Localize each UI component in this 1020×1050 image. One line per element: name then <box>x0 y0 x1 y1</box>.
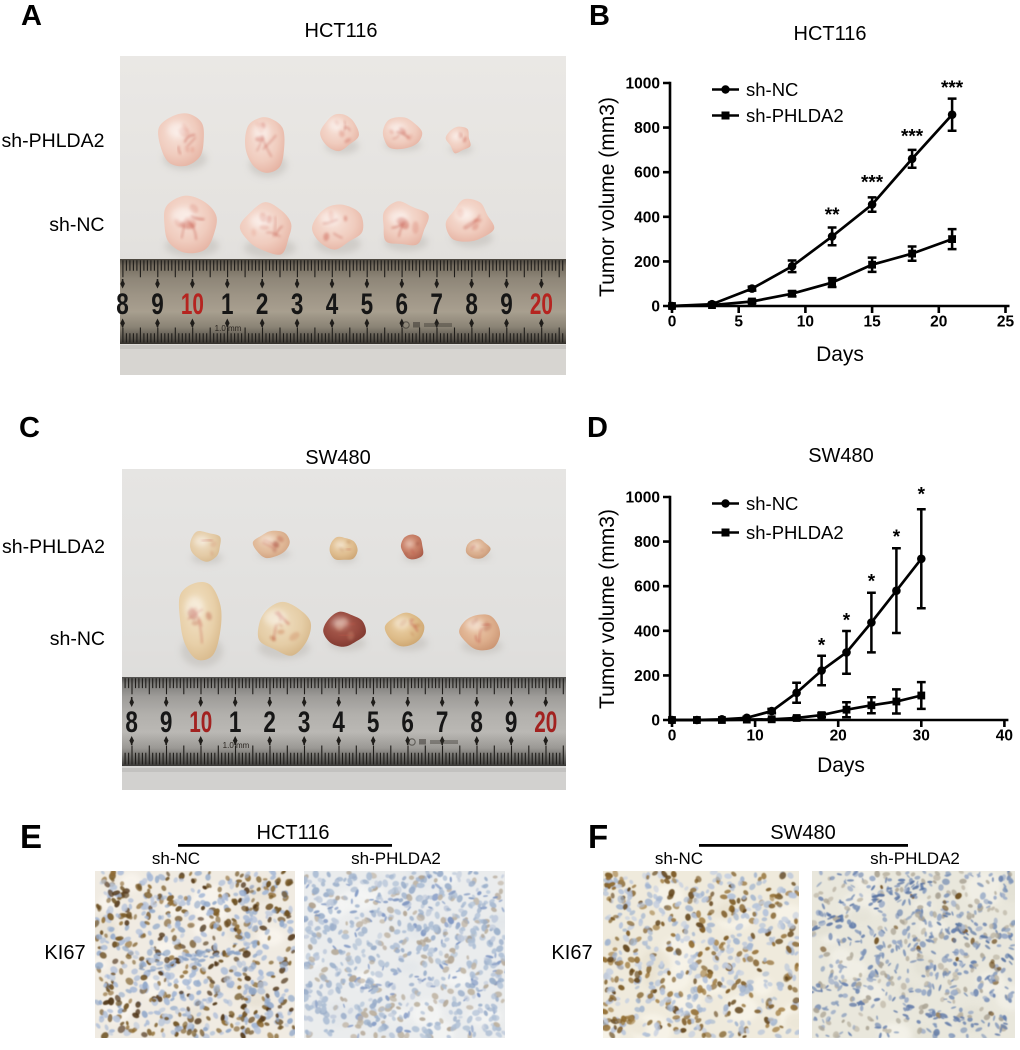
svg-text:7: 7 <box>436 706 449 739</box>
svg-text:sh-NC: sh-NC <box>746 493 798 514</box>
svg-text:C: C <box>19 412 40 444</box>
svg-text:1: 1 <box>229 706 242 739</box>
svg-text:B: B <box>589 0 610 32</box>
svg-text:8: 8 <box>116 288 129 321</box>
svg-text:sh-NC: sh-NC <box>655 849 703 868</box>
svg-text:400: 400 <box>634 209 660 226</box>
svg-text:SW480: SW480 <box>305 447 371 469</box>
svg-text:20: 20 <box>930 314 947 331</box>
svg-text:10: 10 <box>181 288 204 321</box>
svg-text:1.0 mm: 1.0 mm <box>215 324 242 333</box>
svg-text:sh-NC: sh-NC <box>152 849 200 868</box>
svg-text:2: 2 <box>256 288 269 321</box>
svg-text:HCT116: HCT116 <box>305 20 378 42</box>
svg-text:20: 20 <box>530 288 553 321</box>
svg-text:***: *** <box>941 78 964 99</box>
svg-text:SW480: SW480 <box>808 445 874 467</box>
svg-text:600: 600 <box>634 579 660 596</box>
svg-text:6: 6 <box>401 706 414 739</box>
svg-text:4: 4 <box>326 288 339 321</box>
svg-text:9: 9 <box>160 706 173 739</box>
svg-text:8: 8 <box>470 706 483 739</box>
svg-text:7: 7 <box>430 288 443 321</box>
svg-text:2: 2 <box>263 706 276 739</box>
svg-text:600: 600 <box>634 165 660 182</box>
svg-text:F: F <box>588 818 608 855</box>
svg-text:sh-PHLDA2: sh-PHLDA2 <box>351 849 441 868</box>
svg-text:SW480: SW480 <box>770 822 836 844</box>
svg-text:10: 10 <box>746 728 763 745</box>
svg-text:*: * <box>918 485 926 506</box>
svg-text:1000: 1000 <box>626 490 660 507</box>
svg-text:*: * <box>818 636 826 657</box>
svg-text:10: 10 <box>189 706 212 739</box>
svg-text:10: 10 <box>797 314 814 331</box>
svg-text:1.0 mm: 1.0 mm <box>223 741 250 750</box>
svg-text:200: 200 <box>634 254 660 271</box>
svg-text:*: * <box>893 527 901 548</box>
svg-text:800: 800 <box>634 534 660 551</box>
svg-text:20: 20 <box>830 728 847 745</box>
svg-text:Tumor volume (mm3): Tumor volume (mm3) <box>596 97 619 297</box>
svg-text:sh-PHLDA2: sh-PHLDA2 <box>870 849 960 868</box>
svg-text:***: *** <box>861 173 884 194</box>
svg-text:Days: Days <box>816 343 864 366</box>
svg-text:9: 9 <box>151 288 164 321</box>
svg-text:0: 0 <box>651 299 660 316</box>
svg-text:0: 0 <box>668 728 677 745</box>
svg-text:5: 5 <box>734 314 743 331</box>
svg-text:25: 25 <box>997 314 1015 331</box>
svg-text:sh-PHLDA2: sh-PHLDA2 <box>2 130 105 152</box>
svg-text:4: 4 <box>332 706 345 739</box>
svg-text:9: 9 <box>500 288 513 321</box>
svg-text:E: E <box>20 818 42 855</box>
svg-text:6: 6 <box>396 288 409 321</box>
svg-text:0: 0 <box>651 713 660 730</box>
svg-text:**: ** <box>825 205 840 226</box>
svg-text:KI67: KI67 <box>551 942 592 964</box>
svg-text:sh-PHLDA2: sh-PHLDA2 <box>746 522 844 543</box>
svg-text:*: * <box>868 571 876 592</box>
svg-text:1000: 1000 <box>626 76 660 93</box>
svg-text:8: 8 <box>125 706 137 739</box>
svg-text:15: 15 <box>863 314 881 331</box>
svg-text:sh-NC: sh-NC <box>50 628 105 650</box>
svg-text:sh-PHLDA2: sh-PHLDA2 <box>746 105 844 126</box>
svg-text:Tumor volume (mm3): Tumor volume (mm3) <box>596 509 619 709</box>
svg-text:800: 800 <box>634 120 660 137</box>
svg-text:400: 400 <box>634 623 660 640</box>
svg-text:30: 30 <box>913 728 930 745</box>
svg-text:1: 1 <box>221 288 234 321</box>
svg-text:3: 3 <box>298 706 311 739</box>
svg-text:20: 20 <box>534 706 557 739</box>
svg-text:HCT116: HCT116 <box>257 822 330 844</box>
svg-text:***: *** <box>901 126 924 147</box>
svg-text:sh-NC: sh-NC <box>746 79 798 100</box>
svg-text:KI67: KI67 <box>44 942 85 964</box>
svg-text:D: D <box>587 412 608 444</box>
svg-text:200: 200 <box>634 668 660 685</box>
svg-text:5: 5 <box>361 288 374 321</box>
svg-text:0: 0 <box>668 314 677 331</box>
svg-text:HCT116: HCT116 <box>794 23 867 45</box>
svg-text:A: A <box>21 0 42 32</box>
svg-text:5: 5 <box>367 706 380 739</box>
svg-text:*: * <box>843 610 851 631</box>
svg-text:8: 8 <box>465 288 478 321</box>
svg-text:sh-NC: sh-NC <box>49 214 104 236</box>
svg-text:9: 9 <box>505 706 518 739</box>
svg-text:sh-PHLDA2: sh-PHLDA2 <box>2 536 105 558</box>
svg-text:40: 40 <box>996 728 1013 745</box>
svg-text:Days: Days <box>817 754 865 777</box>
svg-text:3: 3 <box>291 288 304 321</box>
